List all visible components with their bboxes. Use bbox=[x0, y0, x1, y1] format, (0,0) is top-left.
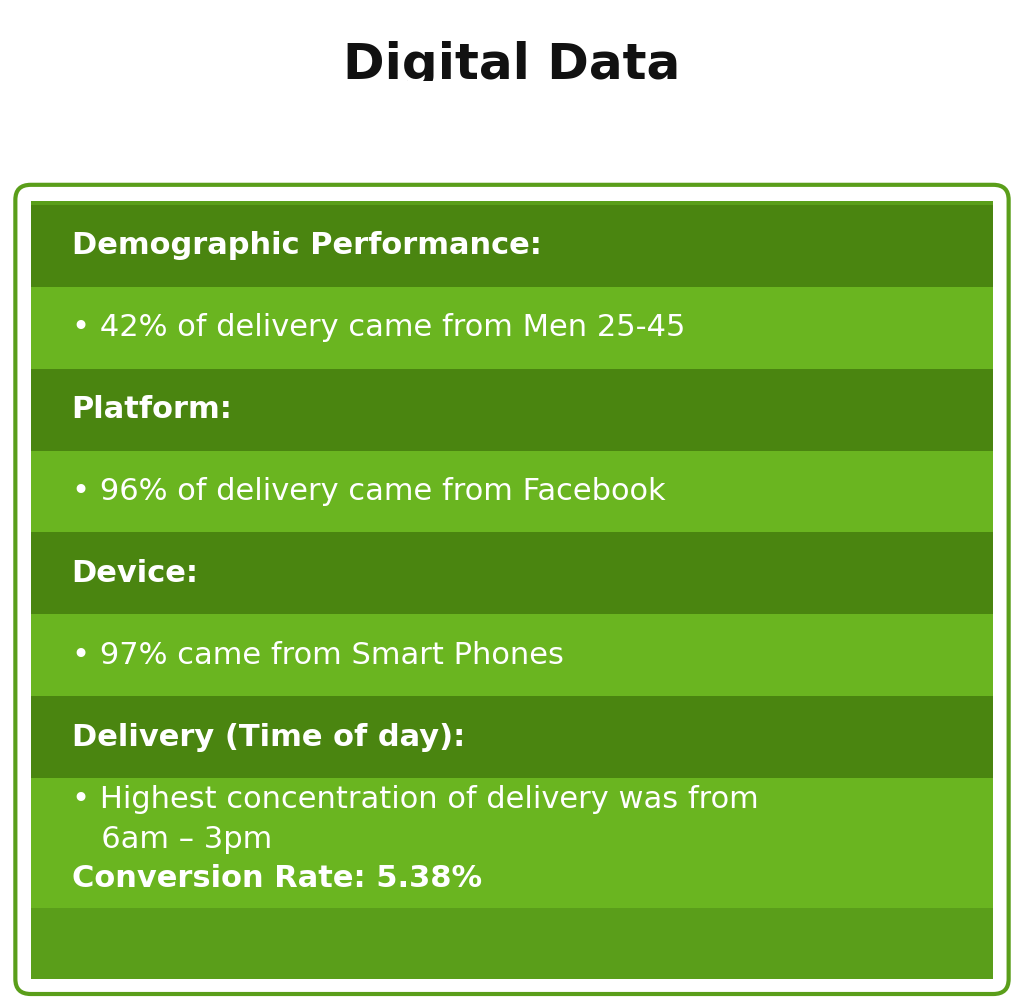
Bar bbox=[31, 287, 993, 369]
Bar bbox=[31, 778, 993, 908]
Text: 6am – 3pm: 6am – 3pm bbox=[72, 825, 272, 854]
Text: • Highest concentration of delivery was from: • Highest concentration of delivery was … bbox=[72, 785, 759, 814]
Text: Digital Data: Digital Data bbox=[343, 41, 681, 89]
Bar bbox=[31, 205, 993, 287]
Text: Conversion Rate: 5.38%: Conversion Rate: 5.38% bbox=[72, 864, 482, 893]
Bar bbox=[31, 369, 993, 451]
Bar bbox=[0, 200, 31, 979]
Bar bbox=[31, 696, 993, 778]
Bar bbox=[0, 81, 1024, 201]
Text: • 97% came from Smart Phones: • 97% came from Smart Phones bbox=[72, 640, 563, 670]
Text: • 42% of delivery came from Men 25-45: • 42% of delivery came from Men 25-45 bbox=[72, 313, 685, 343]
Bar bbox=[31, 451, 993, 532]
Text: Platform:: Platform: bbox=[72, 395, 232, 425]
Bar bbox=[31, 532, 993, 614]
Text: Demographic Performance:: Demographic Performance: bbox=[72, 231, 542, 261]
FancyBboxPatch shape bbox=[15, 185, 1009, 994]
Text: • 96% of delivery came from Facebook: • 96% of delivery came from Facebook bbox=[72, 477, 666, 506]
Text: Delivery (Time of day):: Delivery (Time of day): bbox=[72, 722, 465, 752]
Bar bbox=[31, 614, 993, 696]
Text: Device:: Device: bbox=[72, 558, 199, 588]
Bar bbox=[993, 200, 1024, 979]
Bar bbox=[0, 979, 1024, 999]
